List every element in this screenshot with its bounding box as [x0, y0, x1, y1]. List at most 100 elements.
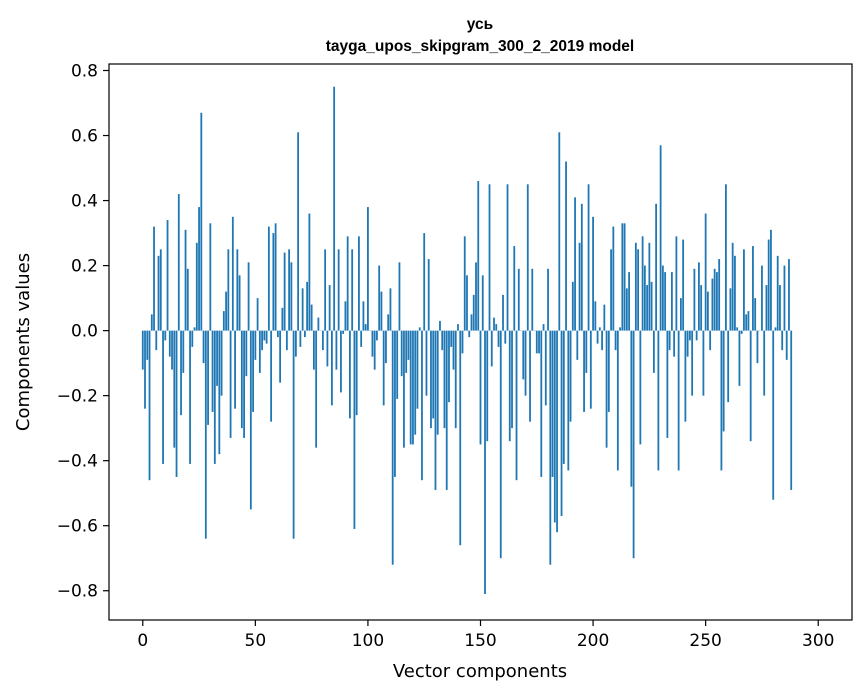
- bar: [675, 236, 678, 331]
- bar: [148, 330, 151, 481]
- bar: [306, 281, 309, 331]
- bar: [405, 330, 408, 373]
- bar: [443, 330, 446, 429]
- bar: [646, 285, 649, 331]
- bar: [317, 317, 320, 331]
- bar: [677, 330, 680, 471]
- bar: [222, 311, 225, 331]
- bar: [270, 330, 273, 422]
- bar: [693, 268, 696, 331]
- bar: [265, 330, 268, 344]
- bar: [551, 330, 554, 477]
- bar: [698, 262, 700, 331]
- chart-subtitle: tayga_upos_skipgram_300_2_2019 model: [326, 38, 634, 55]
- bar: [225, 291, 227, 331]
- bar: [718, 259, 721, 331]
- bar: [202, 330, 205, 364]
- bar: [493, 317, 495, 331]
- bar: [770, 229, 772, 331]
- bar: [589, 330, 592, 409]
- bar: [454, 330, 457, 429]
- bar: [355, 330, 358, 416]
- bar: [463, 236, 466, 331]
- bar: [594, 301, 597, 331]
- bar: [234, 330, 236, 409]
- bar: [738, 330, 741, 386]
- bar: [247, 262, 250, 331]
- bar: [650, 281, 653, 331]
- bar: [490, 330, 493, 367]
- bar: [180, 330, 182, 416]
- bar: [238, 275, 241, 331]
- bar: [623, 223, 626, 331]
- bar: [294, 330, 297, 357]
- bar: [351, 249, 354, 331]
- bar: [173, 330, 176, 448]
- bar: [243, 330, 245, 438]
- bar: [761, 265, 763, 331]
- y-tick-label: 0.4: [71, 192, 98, 212]
- bar: [387, 314, 390, 331]
- y-tick-label: 0.2: [71, 257, 98, 277]
- bar: [216, 330, 218, 386]
- bar: [141, 330, 144, 370]
- bar: [716, 272, 718, 331]
- bar: [177, 194, 180, 331]
- bar: [263, 330, 266, 341]
- bar: [610, 249, 612, 331]
- bar: [632, 330, 635, 559]
- bar: [258, 330, 261, 373]
- bar: [407, 330, 410, 360]
- y-tick-label: −0.6: [57, 517, 98, 537]
- bar: [236, 249, 239, 331]
- bar: [765, 285, 768, 331]
- bar: [749, 330, 752, 442]
- bar: [637, 249, 640, 331]
- bar: [612, 226, 615, 331]
- bar: [517, 268, 520, 331]
- bar: [184, 229, 187, 331]
- bar: [245, 330, 248, 377]
- bar: [218, 330, 221, 455]
- bar: [745, 314, 748, 331]
- bar: [704, 213, 707, 331]
- bar: [614, 330, 617, 351]
- bar: [661, 265, 664, 331]
- bar: [556, 330, 558, 533]
- bar: [288, 249, 291, 331]
- bar: [571, 281, 574, 331]
- bar: [466, 275, 468, 331]
- bar: [333, 86, 336, 331]
- bar: [157, 255, 160, 331]
- bar: [513, 246, 516, 331]
- bar: [657, 330, 660, 471]
- bar: [472, 294, 475, 331]
- bar: [441, 330, 444, 351]
- bar: [722, 330, 725, 432]
- bar: [290, 262, 293, 331]
- bar: [567, 330, 570, 471]
- bar: [439, 320, 441, 331]
- bar: [628, 272, 630, 331]
- bar: [648, 242, 651, 331]
- bar: [171, 330, 173, 370]
- bar: [380, 291, 383, 331]
- bar: [182, 330, 185, 373]
- bar: [783, 265, 786, 331]
- bar: [461, 330, 464, 354]
- bar: [470, 314, 473, 331]
- bar: [558, 132, 561, 331]
- bar: [781, 330, 784, 351]
- bar: [371, 330, 374, 357]
- bar: [175, 330, 178, 477]
- y-tick-label: 0.6: [71, 127, 98, 147]
- bar: [544, 330, 547, 406]
- bar: [416, 330, 419, 409]
- bar: [445, 330, 448, 490]
- bar: [727, 330, 730, 403]
- bar: [540, 330, 543, 477]
- y-tick-label: −0.4: [57, 452, 98, 472]
- y-tick-label: −0.8: [57, 582, 98, 602]
- bar: [713, 268, 716, 331]
